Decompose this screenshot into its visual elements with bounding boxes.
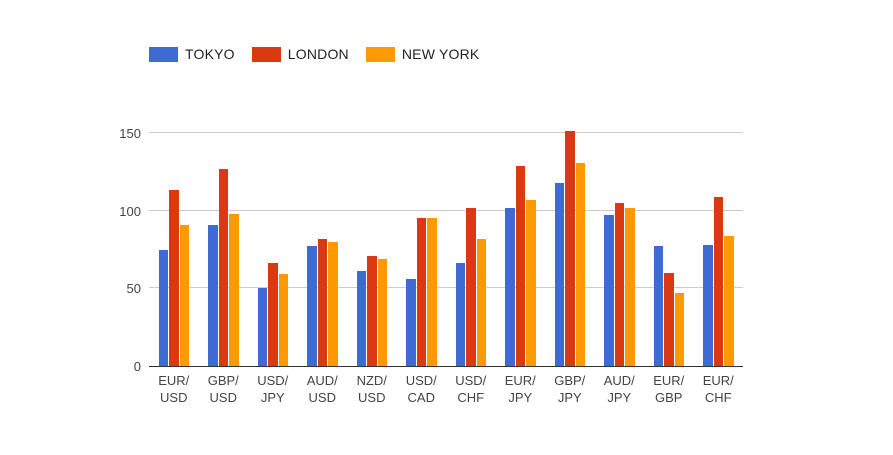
bar-tokyo-aud-usd[interactable] xyxy=(307,246,317,366)
x-tick-label: EUR/ JPY xyxy=(504,373,536,405)
gridline-150 xyxy=(149,132,743,133)
bar-london-usd-jpy[interactable] xyxy=(268,263,278,366)
bar-group-eur-gbp xyxy=(644,134,694,366)
legend-swatch-icon xyxy=(251,46,281,62)
bar-group-eur-usd xyxy=(149,134,199,366)
bar-tokyo-usd-jpy[interactable] xyxy=(257,288,267,366)
gridline-100 xyxy=(149,209,743,211)
bar-group-nzd-usd xyxy=(347,134,397,366)
x-tick-label: AUD/ JPY xyxy=(603,373,635,405)
bar-new-york-gbp-jpy[interactable] xyxy=(575,162,585,366)
bar-new-york-nzd-usd[interactable] xyxy=(377,258,387,366)
y-tick-label: 0 xyxy=(133,359,141,374)
plot-area xyxy=(149,131,744,367)
bar-london-eur-gbp[interactable] xyxy=(664,272,674,366)
bar-group-eur-chf xyxy=(694,134,744,366)
legend: TOKYO LONDON NEW YORK xyxy=(149,46,479,62)
legend-item-london: LONDON xyxy=(251,46,349,62)
bar-tokyo-gbp-usd[interactable] xyxy=(208,224,218,366)
legend-label: NEW YORK xyxy=(401,46,480,62)
x-tick-label: EUR/ GBP xyxy=(653,373,685,405)
bar-london-nzd-usd[interactable] xyxy=(367,255,377,366)
bar-new-york-eur-gbp[interactable] xyxy=(674,293,684,366)
bar-london-aud-jpy[interactable] xyxy=(614,202,624,366)
bar-new-york-gbp-usd[interactable] xyxy=(229,213,239,366)
bar-new-york-usd-chf[interactable] xyxy=(476,238,486,366)
x-tick-label: NZD/ USD xyxy=(356,373,387,405)
bar-new-york-eur-chf[interactable] xyxy=(724,235,734,366)
bar-group-gbp-usd xyxy=(199,134,249,366)
bar-new-york-usd-cad[interactable] xyxy=(427,218,437,366)
bar-tokyo-eur-gbp[interactable] xyxy=(653,246,663,366)
bar-group-aud-jpy xyxy=(595,134,645,366)
bar-group-aud-usd xyxy=(298,134,348,366)
bar-tokyo-usd-cad[interactable] xyxy=(406,279,416,366)
legend-item-tokyo: TOKYO xyxy=(149,46,235,62)
bar-london-eur-chf[interactable] xyxy=(713,196,723,366)
bar-london-gbp-jpy[interactable] xyxy=(565,131,575,366)
bar-london-aud-usd[interactable] xyxy=(317,238,327,366)
y-tick-label: 150 xyxy=(119,126,141,141)
y-tick-label: 50 xyxy=(126,281,141,297)
bar-group-usd-chf xyxy=(446,134,496,366)
bar-group-usd-cad xyxy=(397,134,447,366)
bar-group-usd-jpy xyxy=(248,134,298,366)
bar-london-eur-usd[interactable] xyxy=(169,190,179,366)
bar-tokyo-usd-chf[interactable] xyxy=(455,263,465,366)
x-tick-label: EUR/ CHF xyxy=(702,373,734,405)
bar-tokyo-eur-chf[interactable] xyxy=(703,244,713,366)
legend-swatch-icon xyxy=(149,46,178,62)
bar-tokyo-eur-usd[interactable] xyxy=(158,249,168,366)
legend-item-new-york: NEW YORK xyxy=(365,46,480,62)
x-tick-label: GBP/ JPY xyxy=(554,373,586,405)
bar-london-eur-jpy[interactable] xyxy=(515,165,525,366)
x-tick-label: GBP/ USD xyxy=(207,373,239,405)
bar-tokyo-nzd-usd[interactable] xyxy=(356,271,366,366)
x-tick-label: EUR/ USD xyxy=(158,373,190,405)
x-tick-label: USD/ JPY xyxy=(257,373,289,405)
bar-new-york-aud-usd[interactable] xyxy=(328,241,338,366)
bar-new-york-usd-jpy[interactable] xyxy=(278,274,288,366)
x-tick-label: USD/ CAD xyxy=(405,373,437,405)
bar-london-usd-cad[interactable] xyxy=(416,218,426,366)
legend-swatch-icon xyxy=(365,46,395,62)
bar-group-eur-jpy xyxy=(496,134,546,366)
y-tick-label: 100 xyxy=(119,203,141,219)
bar-new-york-eur-jpy[interactable] xyxy=(526,199,536,366)
bar-group-gbp-jpy xyxy=(545,131,595,366)
bar-new-york-eur-usd[interactable] xyxy=(179,224,189,366)
bar-london-usd-chf[interactable] xyxy=(466,207,476,366)
bar-tokyo-gbp-jpy[interactable] xyxy=(554,182,564,366)
gridline-50 xyxy=(149,287,743,289)
bar-tokyo-aud-jpy[interactable] xyxy=(604,215,614,366)
legend-label: LONDON xyxy=(287,46,349,62)
bar-london-gbp-usd[interactable] xyxy=(218,168,228,366)
legend-label: TOKYO xyxy=(185,46,235,62)
bar-tokyo-eur-jpy[interactable] xyxy=(505,207,515,366)
x-tick-label: AUD/ USD xyxy=(306,373,338,405)
bar-new-york-aud-jpy[interactable] xyxy=(625,207,635,366)
x-tick-label: USD/ CHF xyxy=(455,373,487,405)
